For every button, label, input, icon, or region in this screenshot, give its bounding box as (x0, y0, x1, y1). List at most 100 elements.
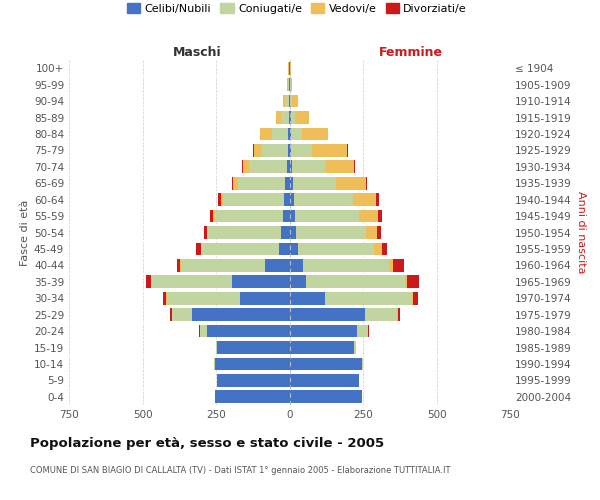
Bar (365, 308, 397, 321)
Bar (290, 78, 292, 91)
Bar (377, 226, 381, 239)
Bar (295, 111, 309, 124)
Bar (347, 144, 348, 157)
Bar (407, 276, 419, 288)
Bar (272, 128, 289, 140)
Bar (217, 341, 290, 354)
Bar (249, 160, 287, 173)
Bar (279, 242, 290, 256)
Bar (201, 242, 279, 256)
Bar (302, 128, 328, 140)
Bar (413, 292, 418, 304)
Bar (265, 259, 290, 272)
Bar (167, 292, 239, 304)
Bar (335, 177, 365, 190)
Bar (365, 177, 367, 190)
Bar (218, 193, 221, 206)
Bar (196, 242, 201, 256)
Bar (208, 226, 281, 239)
Bar (290, 177, 293, 190)
Bar (294, 193, 353, 206)
Bar (283, 94, 286, 108)
Bar (412, 292, 413, 304)
Legend: Celibi/Nubili, Coniugati/e, Vedovi/e, Divorziati/e: Celibi/Nubili, Coniugati/e, Vedovi/e, Di… (127, 3, 467, 14)
Bar (290, 128, 302, 140)
Bar (288, 144, 290, 157)
Bar (275, 111, 281, 124)
Bar (290, 324, 356, 338)
Bar (170, 308, 172, 321)
Bar (283, 210, 290, 222)
Bar (305, 276, 405, 288)
Bar (290, 390, 362, 403)
Bar (353, 193, 376, 206)
Bar (200, 324, 207, 338)
Bar (376, 193, 379, 206)
Bar (290, 242, 298, 256)
Y-axis label: Fasce di età: Fasce di età (20, 200, 30, 266)
Y-axis label: Anni di nascita: Anni di nascita (576, 191, 586, 274)
Bar (290, 193, 294, 206)
Bar (281, 111, 289, 124)
Bar (151, 276, 232, 288)
Bar (213, 210, 215, 222)
Text: Maschi: Maschi (173, 46, 221, 59)
Bar (286, 94, 289, 108)
Bar (215, 358, 290, 370)
Bar (298, 242, 374, 256)
Bar (290, 160, 292, 173)
Bar (353, 160, 355, 173)
Bar (290, 276, 305, 288)
Bar (292, 94, 298, 108)
Bar (290, 308, 365, 321)
Bar (215, 390, 290, 403)
Bar (325, 160, 353, 173)
Bar (325, 292, 412, 304)
Bar (393, 259, 404, 272)
Bar (286, 177, 290, 190)
Bar (146, 276, 151, 288)
Bar (289, 128, 290, 140)
Bar (290, 259, 303, 272)
Bar (290, 341, 354, 354)
Bar (238, 177, 286, 190)
Bar (232, 276, 290, 288)
Text: Femmine: Femmine (379, 46, 443, 59)
Bar (295, 210, 359, 222)
Bar (378, 210, 382, 222)
Bar (374, 242, 382, 256)
Bar (291, 144, 313, 157)
Text: Popolazione per età, sesso e stato civile - 2005: Popolazione per età, sesso e stato civil… (30, 438, 384, 450)
Bar (288, 78, 289, 91)
Bar (290, 374, 359, 387)
Bar (207, 324, 290, 338)
Bar (254, 144, 261, 157)
Bar (163, 292, 166, 304)
Bar (260, 128, 272, 140)
Bar (290, 111, 295, 124)
Bar (242, 160, 243, 173)
Bar (215, 210, 283, 222)
Bar (397, 308, 398, 321)
Bar (232, 177, 233, 190)
Bar (193, 308, 290, 321)
Bar (207, 226, 208, 239)
Bar (243, 160, 249, 173)
Bar (239, 292, 290, 304)
Bar (398, 308, 400, 321)
Bar (284, 193, 290, 206)
Text: COMUNE DI SAN BIAGIO DI CALLALTA (TV) - Dati ISTAT 1° gennaio 2005 - Elaborazion: COMUNE DI SAN BIAGIO DI CALLALTA (TV) - … (30, 466, 451, 475)
Bar (289, 111, 290, 124)
Bar (290, 210, 295, 222)
Bar (177, 259, 181, 272)
Bar (181, 259, 265, 272)
Bar (292, 160, 325, 173)
Bar (172, 308, 193, 321)
Bar (303, 259, 389, 272)
Bar (210, 210, 213, 222)
Bar (290, 144, 291, 157)
Bar (281, 226, 290, 239)
Bar (233, 177, 238, 190)
Bar (204, 226, 207, 239)
Bar (217, 374, 290, 387)
